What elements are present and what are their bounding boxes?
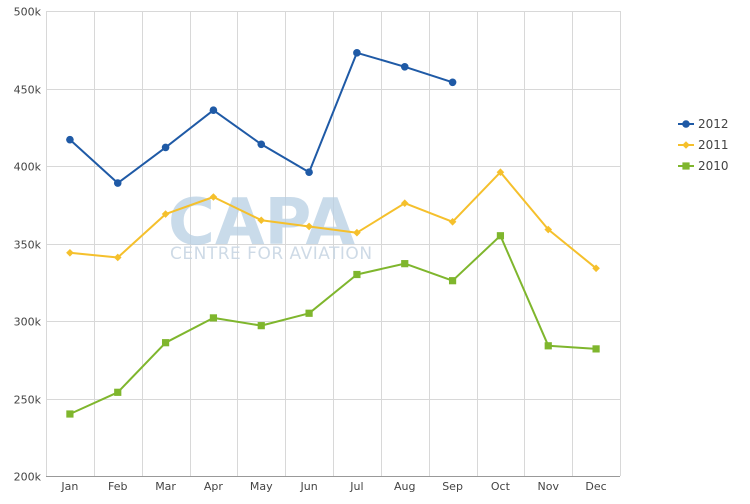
y-tick-label: 450k: [14, 84, 42, 97]
data-point-2010: [257, 322, 265, 330]
x-tick-label: Oct: [491, 480, 511, 493]
y-tick-label: 200k: [14, 471, 42, 484]
y-tick-label: 250k: [14, 394, 42, 407]
data-point-2011: [305, 222, 313, 231]
data-point-2010: [209, 314, 218, 322]
x-tick-label: May: [250, 480, 273, 493]
data-point-2011: [209, 193, 218, 201]
data-point-2012: [113, 179, 122, 187]
legend: 2012 2011 2010: [678, 117, 729, 173]
x-tick-label: Jan: [60, 480, 78, 493]
data-point-2012: [448, 78, 457, 87]
data-point-2011: [113, 253, 122, 262]
data-point-2011: [448, 218, 457, 226]
legend-item-2012: 2012: [678, 117, 729, 131]
x-tick-label: Feb: [108, 480, 127, 493]
data-point-2012: [161, 143, 170, 152]
x-tick-label: Mar: [155, 480, 176, 493]
data-point-2011: [161, 210, 170, 218]
data-point-2011: [544, 225, 553, 234]
legend-label-2010: 2010: [698, 159, 729, 173]
x-tick-label: Jun: [299, 480, 317, 493]
series-layer: [66, 49, 600, 418]
data-point-2010: [496, 232, 505, 240]
legend-marker-2012: [682, 120, 690, 128]
data-point-2012: [209, 106, 218, 114]
data-point-2010: [401, 260, 409, 268]
legend-item-2010: 2010: [678, 159, 729, 173]
legend-label-2012: 2012: [698, 117, 729, 131]
data-point-2010: [114, 388, 122, 396]
y-tick-label: 400k: [14, 161, 42, 174]
data-point-2012: [400, 63, 409, 71]
data-point-2011: [353, 228, 361, 237]
watermark-sub: CENTRE FOR AVIATION: [170, 244, 373, 264]
data-point-2010: [305, 309, 313, 317]
data-point-2012: [66, 135, 74, 144]
series-2012: [66, 49, 457, 187]
series-line-2010: [68, 234, 598, 415]
data-point-2011: [400, 199, 409, 207]
data-point-2010: [353, 270, 361, 279]
series-line-2011: [68, 171, 598, 270]
x-tick-label: Sep: [442, 480, 463, 493]
series-2011: [66, 168, 600, 273]
data-point-2011: [592, 264, 600, 273]
legend-marker-2010: [682, 162, 690, 170]
x-tick-label: Apr: [204, 480, 224, 493]
data-point-2010: [161, 339, 170, 347]
legend-marker-2011: [682, 141, 690, 149]
x-tick-label: Nov: [538, 480, 560, 493]
data-point-2011: [496, 168, 505, 176]
x-tick-label: Dec: [585, 480, 606, 493]
x-tick-label: Aug: [394, 480, 415, 493]
data-point-2010: [66, 410, 74, 418]
y-tick-label: 350k: [14, 239, 42, 252]
x-tick-label: Jul: [349, 480, 363, 493]
data-point-2012: [353, 49, 361, 57]
series-2010: [66, 232, 600, 418]
y-tick-label: 500k: [14, 6, 42, 19]
watermark: CAPA CENTRE FOR AVIATION: [168, 186, 373, 264]
data-point-2010: [448, 277, 457, 285]
legend-item-2011: 2011: [678, 138, 729, 152]
data-point-2012: [257, 140, 266, 149]
axis-layer: 200k 250k 300k 350k 400k 450k 500k Jan Feb Mar Apr…: [14, 6, 620, 493]
series-line-2012: [68, 51, 454, 185]
data-point-2011: [257, 216, 266, 225]
data-point-2010: [592, 345, 600, 353]
grid-layer: [46, 11, 621, 477]
data-point-2012: [305, 168, 313, 176]
data-point-2011: [66, 249, 74, 257]
data-point-2010: [544, 342, 552, 350]
y-tick-label: 300k: [14, 316, 42, 329]
legend-label-2011: 2011: [698, 138, 729, 152]
